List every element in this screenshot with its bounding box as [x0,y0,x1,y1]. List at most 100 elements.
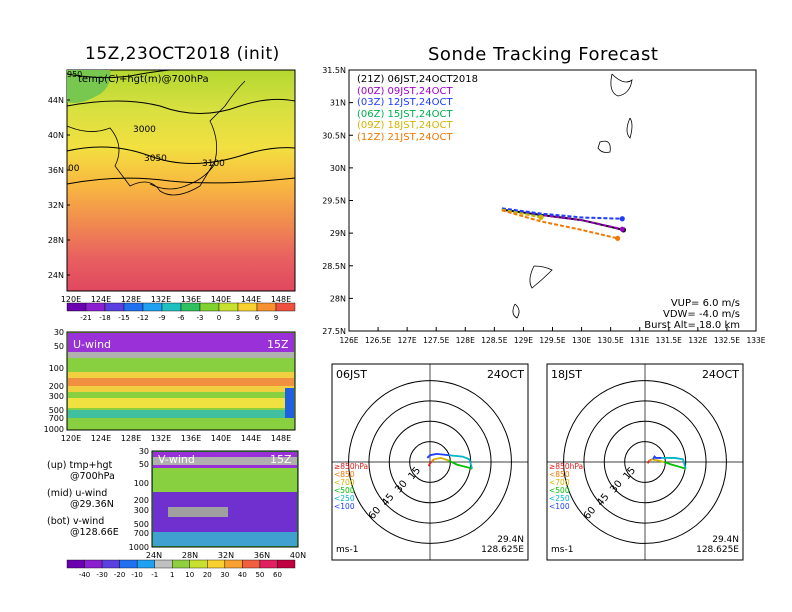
pressure-tick-label: 50 [54,342,64,351]
colorbar-swatch [104,302,125,312]
lon-tick-label: 124E [91,295,111,304]
lon-tick-label: 130E [572,336,591,345]
lat-tick-label: 31.5N [322,66,346,75]
pressure-tick-label: 100 [49,364,64,373]
lat-tick-label: 32N [48,201,64,210]
right-title: Sonde Tracking Forecast [428,44,659,65]
note-bot: (bot) v-wind @128.66E [47,516,119,538]
lat-tick-label: 40N [48,131,64,140]
colorbar-label: 50 [255,571,264,579]
contour-label: 3050 [144,154,167,164]
pressure-tick-label: 50 [139,460,149,469]
lon-tick-label: 128E [121,295,141,304]
colorbar-swatch [101,559,120,569]
lat-tick-label: 28N [330,294,346,303]
track-end-point [619,226,625,232]
legend-entry: (09Z) 18JST,24OCT [357,120,453,131]
pressure-tick-label: 100 [134,479,149,488]
v-wind-time: 15Z [270,453,292,466]
pressure-tick-label: 1000 [129,543,149,552]
hodo-trace [427,461,432,467]
pressure-legend-entry: <250 [549,494,570,503]
note-mid: (mid) u-wind @29.36N [47,488,114,510]
hodo-unit: ms-1 [551,545,573,555]
pressure-legend-entry: ≥850hPa [549,462,583,471]
colorbar-label: -20 [114,571,125,579]
hodo-trace [646,460,650,464]
contour-950 [66,69,171,79]
lat-tick-label: 24N [48,271,64,280]
colorbar-label: 40 [238,571,247,579]
legend-entry: (06Z) 15JST,24OCT [357,108,453,120]
contour-3000 [66,98,296,114]
contour-3050 [66,146,296,164]
colorbar-label: 10 [185,571,194,579]
colorbar-swatch [136,559,155,569]
lon-tick-label: 132E [688,336,707,345]
lat-tick-label: 44N [48,96,64,105]
legend-entry: (21Z) 06JST,24OCT2018 [357,74,479,85]
track-line [501,209,618,240]
lon-tick-label: 140E [211,295,231,304]
pressure-tick-label: 30 [54,328,64,337]
pressure-tick-label: 500 [49,406,64,415]
pressure-tick-label: 200 [134,496,149,505]
colorbar-swatch [119,559,138,569]
pressure-legend-entry: <850 [334,470,355,479]
hodo-trace [652,455,662,460]
colorbar-label: -15 [118,314,129,322]
lon-tick-label: 144E [241,434,261,443]
hodo-ring [583,400,707,524]
pressure-legend-entry: <700 [549,478,570,487]
island [529,265,553,289]
lon-tick-label: 148E [271,434,291,443]
lon-tick-label: 132.5E [714,336,740,345]
colorbar-label: -10 [131,571,142,579]
left-title: 15Z,23OCT2018 (init) [85,44,280,64]
pressure-tick-label: 1000 [44,425,64,434]
pressure-tick-label: 30 [139,447,149,456]
lon-tick-label: 130.5E [598,336,624,345]
pressure-tick-label: 700 [134,529,149,538]
lon-tick-label: 132E [151,295,171,304]
hodo-trace [426,452,450,459]
contour-label: 3100 [202,159,225,169]
colorbar-label: 0 [217,314,221,322]
pressure-legend-entry: <100 [334,502,355,511]
temperature-colorbar: -21 -18 -15 -12 -9 -6 -3 0 3 6 9 [66,302,296,322]
hodo-unit: ms-1 [336,545,358,555]
colorbar-label: -18 [99,314,110,322]
hodo-ring [603,420,687,504]
lat-tick-label: 28N [48,236,64,245]
lon-tick-label: 140E [211,434,231,443]
colorbar-label: -40 [79,571,90,579]
colorbar-label: -3 [197,314,204,322]
pressure-tick-label: 200 [49,382,64,391]
pressure-tick-label: 500 [134,520,149,529]
pressure-tick-label: 300 [134,506,149,515]
westerly-top [68,333,294,353]
u-wind-title: U-wind [73,338,111,351]
pressure-legend-entry: ≥850hPa [334,462,368,471]
colorbar-swatch [123,302,144,312]
colorbar-swatch [66,559,85,569]
colorbar-swatch [256,302,277,312]
legend-entry: (12Z) 21JST,24OCT [357,131,453,143]
lon-tick-label: 129E [514,336,533,345]
launch-info: VUP= 6.0 m/s VDW= -4.0 m/s Burst Alt= 18… [644,298,740,331]
hodo-lon: 128.625E [696,545,739,555]
colorbar-label: -9 [159,314,166,322]
pressure-tick-label: 700 [49,414,64,423]
pressure-legend-entry: <500 [334,486,355,495]
hodo-trace [661,457,687,470]
lat-tick-label: 36N [48,166,64,175]
hodo-trace [663,461,686,470]
pressure-tick-label: 300 [49,392,64,401]
pressure-legend-entry: <100 [549,502,570,511]
contour-label: 3000 [133,125,156,135]
lon-tick-label: 120E [61,295,81,304]
colorbar-label: 6 [255,314,260,322]
map-frame [66,69,296,292]
